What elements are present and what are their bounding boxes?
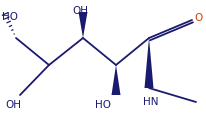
Text: HN: HN [143, 97, 158, 107]
Text: OH: OH [5, 100, 21, 110]
Text: O: O [194, 13, 202, 23]
Polygon shape [144, 38, 153, 88]
Polygon shape [78, 12, 88, 38]
Text: HO: HO [2, 12, 18, 22]
Polygon shape [111, 65, 121, 95]
Text: HO: HO [95, 100, 111, 110]
Text: OH: OH [72, 6, 88, 16]
